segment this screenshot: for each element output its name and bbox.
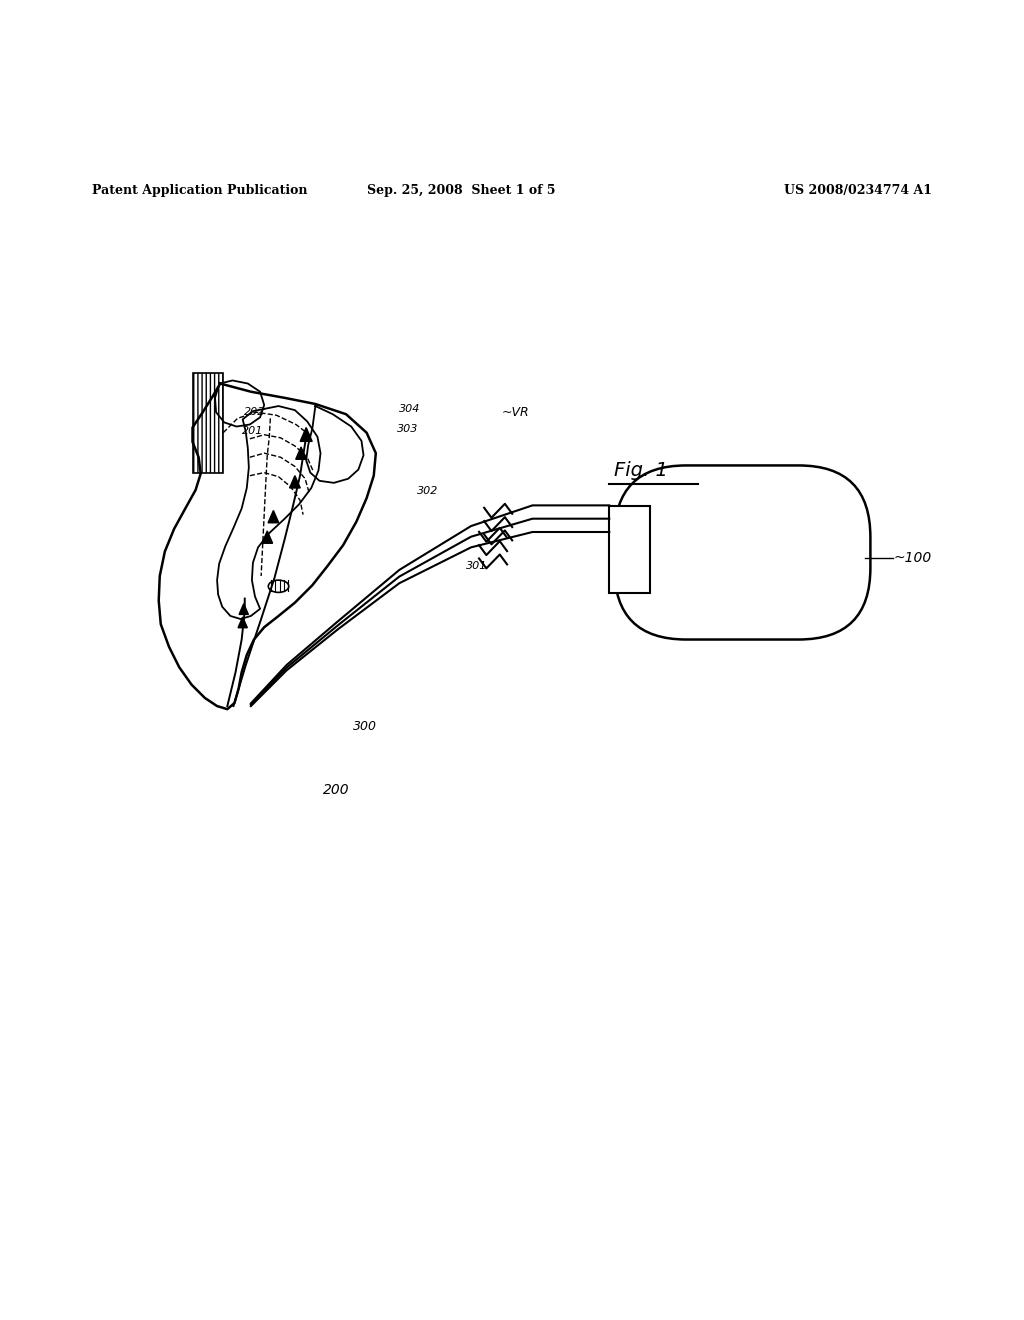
Polygon shape — [296, 447, 306, 459]
Polygon shape — [268, 511, 279, 523]
Text: Sep. 25, 2008  Sheet 1 of 5: Sep. 25, 2008 Sheet 1 of 5 — [367, 183, 555, 197]
Text: 202: 202 — [244, 407, 265, 417]
Bar — [193, 374, 223, 473]
Text: ~VR: ~VR — [502, 405, 529, 418]
Polygon shape — [300, 428, 312, 441]
Text: US 2008/0234774 A1: US 2008/0234774 A1 — [783, 183, 932, 197]
Text: 301: 301 — [466, 561, 487, 570]
Text: Patent Application Publication: Patent Application Publication — [92, 183, 307, 197]
Text: 303: 303 — [397, 424, 419, 433]
Text: 300: 300 — [353, 721, 377, 733]
Ellipse shape — [268, 579, 289, 593]
Text: ~100: ~100 — [894, 550, 932, 565]
Polygon shape — [290, 475, 300, 488]
Polygon shape — [239, 603, 249, 614]
Text: 201: 201 — [242, 425, 263, 436]
Text: 304: 304 — [399, 404, 421, 414]
Polygon shape — [262, 531, 272, 544]
Text: 200: 200 — [323, 783, 349, 797]
Text: 302: 302 — [417, 486, 438, 496]
Text: Fig. 1: Fig. 1 — [614, 461, 669, 480]
FancyBboxPatch shape — [614, 466, 870, 639]
FancyBboxPatch shape — [609, 507, 650, 594]
Polygon shape — [238, 616, 248, 628]
